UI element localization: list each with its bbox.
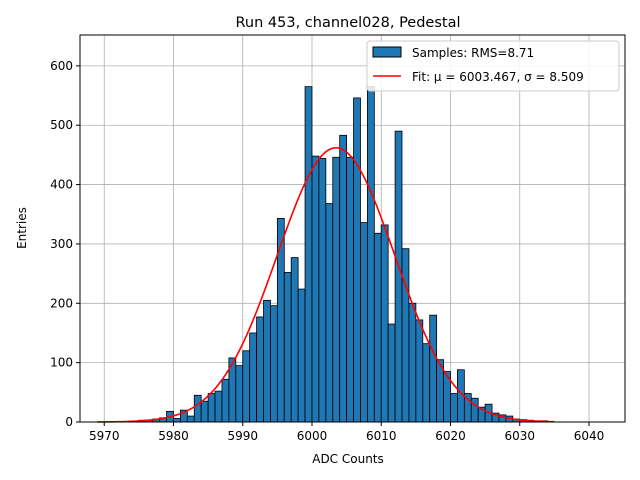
legend-label-samples: Samples: RMS=8.71 [412,46,534,60]
y-tick-label: 400 [50,178,73,192]
histogram-bar [270,305,278,423]
x-tick-label: 6000 [297,429,328,443]
histogram-bar [387,323,396,423]
x-axis-ticks: 5970 5980 5990 6000 6010 6020 6030 6040 [89,422,604,443]
legend-label-fit: Fit: μ = 6003.467, σ = 8.509 [412,70,584,84]
fit-curve-group [97,146,555,423]
histogram-bar [408,302,417,423]
histogram-bar [325,203,334,423]
histogram-bar [332,156,341,423]
histogram-bar [373,232,382,423]
histogram-bar [415,319,424,423]
histogram-bar [353,97,361,423]
x-tick-label: 6010 [366,429,397,443]
fit-curve [97,146,555,423]
histogram-bar [193,394,202,423]
histogram-bar [311,155,320,423]
histogram-bar [249,332,257,423]
histogram-bar [256,316,264,423]
histogram-bar [366,86,375,423]
histogram-bar [214,390,223,423]
x-axis-label: ADC Counts [312,452,384,466]
histogram-bar [242,350,251,423]
legend: Samples: RMS=8.71 Fit: μ = 6003.467, σ =… [366,40,620,92]
histogram-bar [207,393,216,423]
chart-title: Run 453, channel028, Pedestal [235,15,460,31]
histogram-bar [360,222,368,423]
y-tick-label: 0 [65,415,73,429]
x-tick-label: 5990 [227,429,258,443]
x-tick-label: 5970 [89,429,120,443]
histogram-bar [394,130,403,423]
legend-box [366,40,620,92]
histogram-bar [401,248,410,423]
histogram-bar [276,218,285,423]
y-tick-label: 500 [50,118,73,132]
histogram-bar [450,393,458,423]
histogram-bar [263,299,271,423]
histogram-bar [200,400,209,423]
y-axis-label: Entries [15,207,29,249]
histogram-bar [422,343,431,423]
histogram-bar [283,272,292,423]
x-tick-label: 6040 [574,429,605,443]
x-tick-label: 5980 [158,429,189,443]
histogram-bar [470,397,479,423]
y-axis-ticks: 0 100 200 300 400 500 600 [50,59,80,429]
histogram-bar [339,134,348,423]
y-tick-label: 600 [50,59,73,73]
histogram-bar [380,224,389,423]
histogram-bar [318,158,327,423]
histogram-bar [346,156,354,423]
plot-frame [79,34,626,423]
histogram-bar [221,378,230,423]
histogram-bar [290,257,299,423]
histogram-bar [429,314,438,423]
histogram-bar [186,415,195,423]
histogram-bar [173,418,181,423]
histogram-bar [297,288,306,423]
histogram-bar [235,365,244,423]
y-tick-label: 200 [50,296,73,310]
histogram-bar [304,86,313,423]
x-tick-label: 6030 [504,429,535,443]
y-tick-label: 100 [50,356,73,370]
y-tick-label: 300 [50,237,73,251]
legend-swatch-samples [372,46,402,58]
x-tick-label: 6020 [435,429,466,443]
